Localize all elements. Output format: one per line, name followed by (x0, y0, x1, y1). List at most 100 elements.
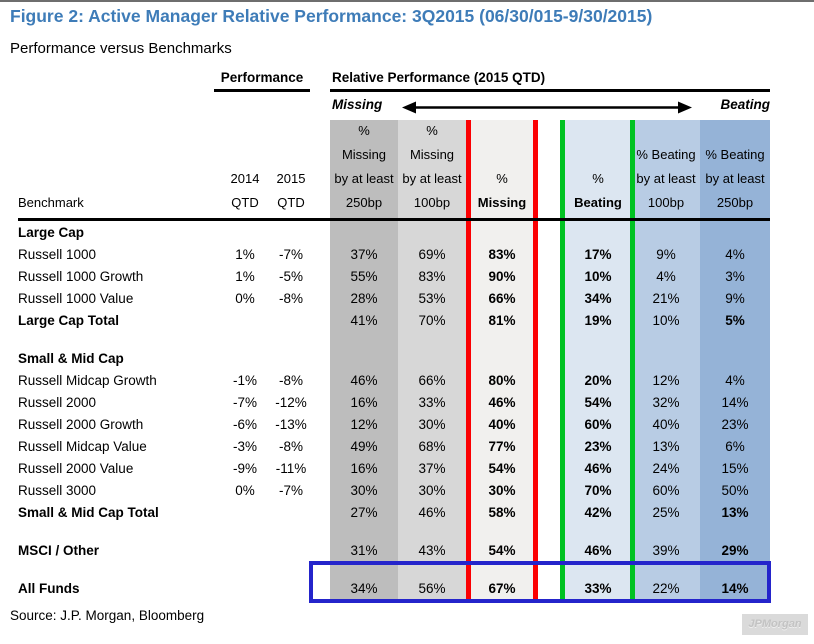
column-header-line: % (358, 123, 370, 138)
value-cell: 4% (656, 269, 676, 284)
table-row: Russell 2000 Value -9% -11% 16% 37% 54% 46% 24%… (0, 458, 814, 480)
column-header-line: QTD (231, 195, 259, 210)
row-label: Russell Midcap Growth (18, 373, 157, 388)
row-label: Russell 2000 Growth (18, 417, 144, 432)
column-header-line: Beating (574, 195, 622, 210)
value-cell: 6% (725, 439, 745, 454)
missing-direction-label: Missing (332, 97, 383, 112)
green-divider-left (560, 120, 565, 603)
relative-group-underline (330, 89, 770, 92)
column-header-line: Missing (341, 147, 387, 162)
row-label: Russell 2000 (18, 395, 97, 410)
value-cell: 1% (235, 247, 255, 262)
value-cell: -3% (232, 439, 258, 454)
value-cell: 10% (584, 269, 612, 284)
row-label: Russell 1000 Value (18, 291, 134, 306)
column-band-beating-100bp (633, 120, 700, 603)
value-cell: 68% (418, 439, 446, 454)
value-cell: 25% (652, 505, 680, 520)
table-row: Russell 2000 -7% -12% 16% 33% 46% 54% 32% 14% (0, 392, 814, 414)
value-cell: -7% (232, 395, 258, 410)
value-cell: 66% (488, 291, 516, 306)
column-band-missing (467, 120, 537, 603)
table-row: MSCI / Other 31% 43% 54% 46% 39% 29% (0, 540, 814, 562)
row-label: Russell Midcap Value (18, 439, 147, 454)
red-divider-right (533, 120, 538, 603)
table-row: Russell 1000 Growth 1% -5% 55% 83% 90% 10% 4% 3% (0, 266, 814, 288)
green-divider-right (630, 120, 635, 603)
performance-group-header: Performance (220, 70, 304, 85)
column-header-line: QTD (277, 195, 305, 210)
table-row: Russell 2000 Growth -6% -13% 12% 30% 40% 60% 40… (0, 414, 814, 436)
value-cell: -7% (278, 247, 304, 262)
figure-subtitle: Performance versus Benchmarks (10, 40, 232, 57)
column-band-beating (563, 120, 633, 603)
value-cell: -6% (232, 417, 258, 432)
value-cell: 77% (488, 439, 516, 454)
header-bottom-rule (18, 218, 770, 221)
value-cell: 50% (721, 483, 749, 498)
column-header: 2015 QTD (277, 167, 306, 215)
value-cell: 30% (418, 483, 446, 498)
column-header-line: % (426, 123, 438, 138)
column-header: % Missing by at least 100bp (402, 119, 461, 215)
value-cell: 12% (652, 373, 680, 388)
value-cell: -12% (275, 395, 307, 410)
value-cell: 42% (584, 505, 612, 520)
performance-group-underline (214, 89, 310, 92)
column-band-beating-250bp (700, 120, 770, 603)
column-header-line: 250bp (345, 195, 383, 210)
value-cell: 83% (488, 247, 516, 262)
value-cell: -8% (278, 439, 304, 454)
value-cell: 69% (418, 247, 446, 262)
value-cell: 46% (584, 543, 612, 558)
row-label: Russell 3000 (18, 483, 97, 498)
value-cell: 9% (656, 247, 676, 262)
column-header-line: 100bp (413, 195, 451, 210)
column-header-line: 250bp (716, 195, 754, 210)
value-cell: 46% (584, 461, 612, 476)
value-cell: 53% (418, 291, 446, 306)
table-row: Small & Mid Cap (0, 348, 814, 370)
value-cell: 54% (488, 461, 516, 476)
source-note: Source: J.P. Morgan, Bloomberg (10, 608, 205, 623)
value-cell: 40% (652, 417, 680, 432)
value-cell: 4% (725, 247, 745, 262)
value-cell: 70% (584, 483, 612, 498)
table-row: Russell 1000 Value 0% -8% 28% 53% 66% 34% 21% 9% (0, 288, 814, 310)
value-cell: 10% (652, 313, 680, 328)
value-cell: 34% (350, 581, 378, 596)
value-cell: 3% (725, 269, 745, 284)
value-cell: 4% (725, 373, 745, 388)
value-cell: 13% (652, 439, 680, 454)
column-header: % Missing (478, 167, 526, 215)
value-cell: -8% (278, 291, 304, 306)
column-header-line: Missing (409, 147, 455, 162)
value-cell: 40% (488, 417, 516, 432)
value-cell: 46% (350, 373, 378, 388)
column-band-missing-250bp (330, 120, 398, 603)
column-header-line: % (496, 171, 508, 186)
value-cell: 22% (652, 581, 680, 596)
value-cell: 66% (418, 373, 446, 388)
row-label: All Funds (18, 581, 80, 596)
value-cell: 33% (584, 581, 612, 596)
table-row: Russell Midcap Growth -1% -8% 46% 66% 80% 20% 1… (0, 370, 814, 392)
value-cell: 56% (418, 581, 446, 596)
table-row: Small & Mid Cap Total 27% 46% 58% 42% 25% 13% (0, 502, 814, 524)
value-cell: 67% (488, 581, 516, 596)
column-header-line: 2015 (276, 171, 306, 186)
value-cell: 27% (350, 505, 378, 520)
column-header-line: by at least (334, 171, 394, 186)
value-cell: 41% (350, 313, 378, 328)
row-label: Russell 1000 Growth (18, 269, 144, 284)
column-header-line: 2014 (230, 171, 260, 186)
value-cell: 54% (488, 543, 516, 558)
top-edge-rule (0, 0, 814, 2)
value-cell: 13% (721, 505, 749, 520)
column-header-line: % Beating (636, 147, 696, 162)
missing-beating-arrow-icon (402, 101, 692, 114)
column-band-missing-100bp (398, 120, 467, 603)
column-header-line: by at least (636, 171, 696, 186)
value-cell: 21% (652, 291, 680, 306)
